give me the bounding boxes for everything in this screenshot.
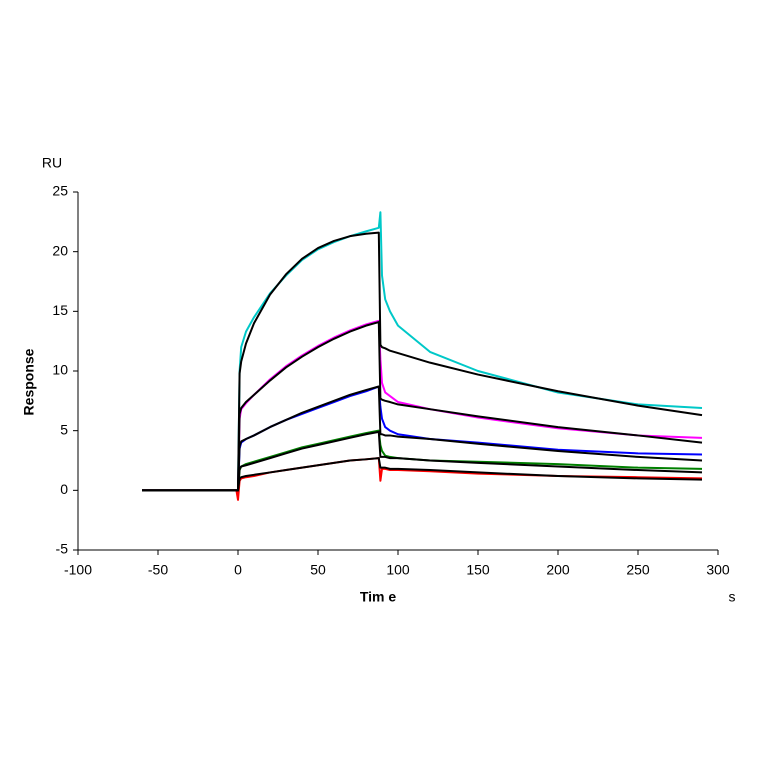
x-tick-label: -100: [64, 562, 92, 578]
y-tick-label: 10: [52, 362, 68, 378]
series-line: [142, 430, 703, 492]
series-line: [142, 321, 703, 492]
x-axis-label: Tim e: [360, 589, 397, 605]
x-tick-label: 300: [706, 562, 730, 578]
series-line: [142, 457, 703, 501]
x-tick-label: 50: [310, 562, 326, 578]
series-line: [142, 457, 703, 492]
x-tick-label: 250: [626, 562, 650, 578]
x-tick-label: 100: [386, 562, 410, 578]
series-line: [142, 211, 703, 492]
y-unit: RU: [42, 155, 62, 171]
y-tick-label: -5: [56, 541, 69, 557]
x-tick-label: 200: [546, 562, 570, 578]
y-axis-label: Response: [21, 348, 37, 415]
x-tick-label: 0: [234, 562, 242, 578]
y-tick-label: 0: [60, 481, 68, 497]
x-tick-label: 150: [466, 562, 490, 578]
y-tick-label: 20: [52, 242, 68, 258]
y-tick-label: 15: [52, 302, 68, 318]
y-tick-label: 25: [52, 183, 68, 199]
y-tick-label: 5: [60, 421, 68, 437]
x-unit: s: [729, 589, 736, 605]
x-tick-label: -50: [148, 562, 168, 578]
